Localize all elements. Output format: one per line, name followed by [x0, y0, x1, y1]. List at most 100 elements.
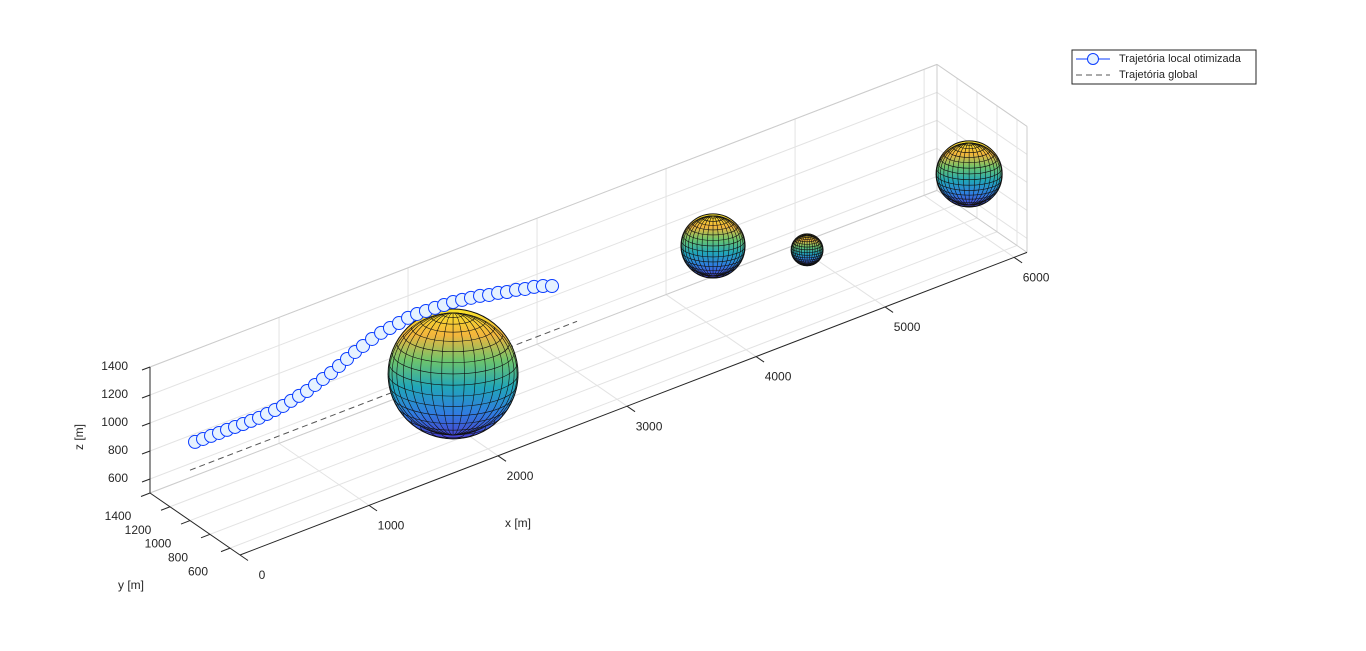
x-tick [368, 504, 378, 512]
mesh-line [712, 215, 719, 277]
mesh-line [453, 312, 496, 436]
mesh-line [420, 312, 454, 436]
legend-label: Trajetória global [1119, 69, 1197, 81]
mesh-line [801, 234, 808, 266]
mesh-line [806, 234, 811, 266]
mesh-line [807, 234, 824, 266]
mesh-line [420, 426, 486, 439]
mesh-line [969, 142, 981, 206]
grid-line [209, 231, 998, 535]
mesh-line [969, 142, 991, 206]
mesh-line [713, 215, 734, 277]
mesh-line [713, 215, 738, 277]
grid-line [665, 294, 757, 357]
z-tick [141, 422, 151, 427]
mesh-line [682, 215, 714, 277]
mesh-line [807, 234, 816, 266]
mesh-line [688, 215, 714, 277]
obstacle [790, 233, 824, 267]
x-tick-label: 4000 [765, 370, 792, 384]
legend-box [1071, 49, 1257, 85]
mesh-line [453, 312, 476, 436]
mesh-line [388, 312, 454, 436]
grid-line [923, 194, 1015, 258]
mesh-line [701, 274, 725, 279]
y-tick-label: 1000 [145, 537, 172, 551]
box-edge [149, 189, 938, 494]
grid-line [149, 119, 938, 424]
x-tick-label: 5000 [894, 320, 921, 334]
x-tick [1013, 256, 1023, 264]
y-tick [180, 520, 191, 525]
x-tick [239, 554, 249, 561]
mesh-line [963, 142, 970, 206]
mesh-line [969, 142, 986, 206]
obstacle [935, 140, 1003, 208]
mesh-line [696, 215, 714, 277]
mesh-line [969, 142, 1001, 206]
y-tick-label: 600 [188, 564, 208, 578]
grid-line [229, 245, 1018, 549]
mesh-line [713, 215, 745, 277]
z-tick-label: 800 [108, 443, 128, 457]
mesh-line [453, 312, 515, 436]
mesh-line [713, 215, 744, 277]
mesh-line [713, 215, 725, 277]
trajectory-marker [545, 279, 560, 294]
mesh-line [804, 234, 808, 266]
mesh-line [807, 234, 813, 266]
y-tick [220, 547, 231, 553]
mesh-line [957, 203, 981, 208]
obstacle [387, 308, 519, 440]
mesh-line [943, 142, 970, 206]
x-tick-label: 0 [259, 568, 266, 582]
grid-line [189, 217, 978, 522]
y-tick [160, 506, 171, 511]
y-tick [200, 533, 211, 539]
y-tick-label: 1200 [125, 523, 152, 537]
mesh-line [441, 312, 454, 436]
x-axis-label: x [m] [505, 516, 531, 530]
x-tick [884, 306, 894, 313]
box-edge [936, 63, 1028, 127]
mesh-line [707, 215, 714, 277]
legend-label: Trajetória local otimizada [1119, 53, 1242, 65]
mesh-line [807, 234, 820, 266]
trajectory-line [189, 320, 578, 471]
box-edge [149, 63, 938, 368]
mesh-line [957, 142, 970, 206]
x-tick [497, 455, 507, 462]
grid-line [536, 343, 628, 407]
mesh-line [391, 312, 454, 436]
mesh-line [952, 142, 970, 206]
mesh-line [411, 312, 454, 436]
z-axis-label: z [m] [72, 424, 86, 450]
grid-line [149, 175, 938, 480]
mesh-line [692, 215, 714, 277]
x-tick-label: 3000 [636, 419, 663, 433]
x-tick [626, 405, 636, 413]
mesh-line [453, 312, 486, 436]
x-axis-line [239, 251, 1028, 556]
y-tick-label: 800 [168, 551, 188, 565]
z-tick [141, 366, 151, 371]
grid-line [149, 91, 938, 396]
mesh-line [453, 312, 510, 436]
mesh-line [685, 215, 714, 277]
x-tick [755, 356, 765, 363]
mesh-line [701, 215, 714, 277]
grid-line [936, 91, 1028, 155]
mesh-line [969, 142, 995, 206]
mesh-line [969, 142, 1002, 206]
mesh-line [453, 312, 518, 436]
mesh-line [453, 312, 465, 436]
mesh-line [794, 234, 808, 266]
mesh-line [940, 142, 970, 206]
z-tick-label: 1400 [101, 359, 128, 373]
mesh-line [969, 142, 976, 206]
grid-line [278, 442, 370, 506]
mesh-line [947, 142, 970, 206]
y-tick [140, 492, 151, 497]
x-tick-label: 1000 [378, 519, 405, 533]
z-tick-label: 600 [108, 471, 128, 485]
